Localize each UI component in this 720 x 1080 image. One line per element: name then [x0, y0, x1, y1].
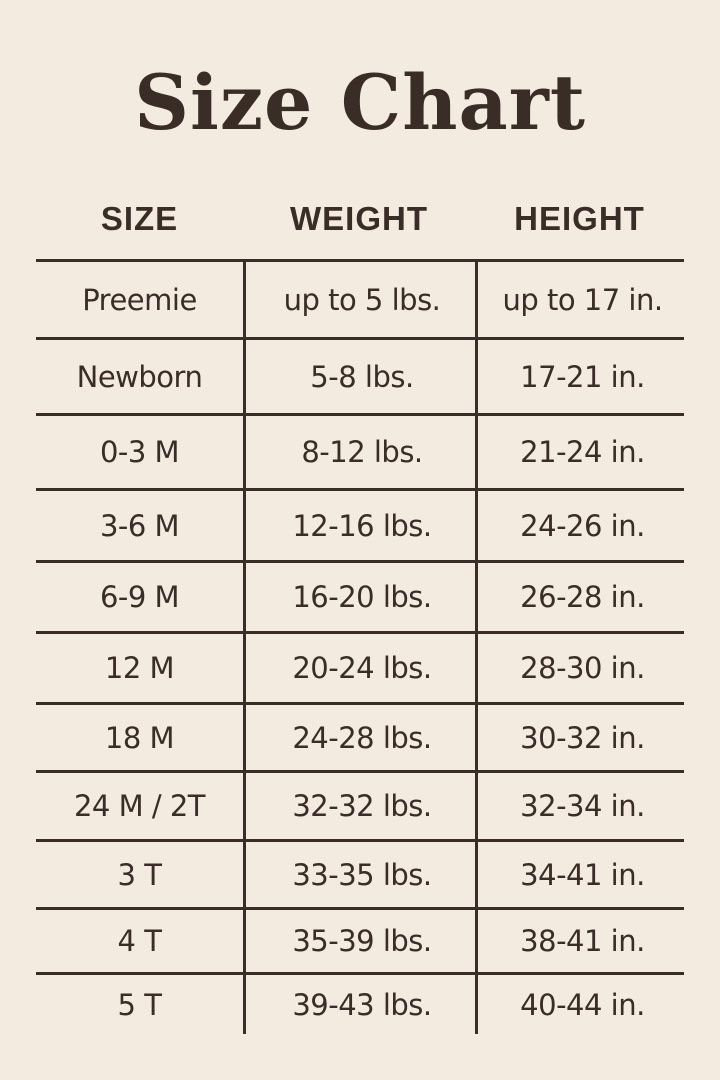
table-row: 3-6 M 12-16 lbs. 24-26 in. — [36, 488, 684, 560]
cell-size: Preemie — [82, 282, 197, 317]
cell-size: Newborn — [76, 359, 203, 394]
cell-height: 38-41 in. — [475, 910, 687, 972]
page-title: Size Chart — [134, 58, 586, 147]
cell-size: 3 T — [117, 857, 162, 892]
table-row: 0-3 M 8-12 lbs. 21-24 in. — [36, 413, 684, 488]
table-row: 6-9 M 16-20 lbs. 26-28 in. — [36, 560, 684, 631]
cell-size: 6-9 M — [99, 580, 180, 614]
cell-height: 32-34 in. — [475, 773, 687, 839]
cell-height: 26-28 in. — [475, 563, 687, 631]
cell-weight: 32-32 lbs. — [243, 773, 478, 839]
cell-height: 30-32 in. — [475, 705, 687, 770]
table-row: 4 T 35-39 lbs. 38-41 in. — [36, 907, 684, 972]
column-header-height: HEIGHT — [514, 200, 645, 237]
cell-size: 18 M — [104, 720, 175, 755]
cell-weight: 5-8 lbs. — [243, 340, 478, 413]
cell-size: 4 T — [117, 924, 162, 958]
cell-height: up to 17 in. — [475, 262, 687, 337]
table-row: 3 T 33-35 lbs. 34-41 in. — [36, 839, 684, 907]
cell-weight: 8-12 lbs. — [243, 416, 478, 488]
cell-weight: 16-20 lbs. — [243, 563, 478, 631]
cell-height: 17-21 in. — [475, 340, 687, 413]
cell-height: 24-26 in. — [475, 491, 687, 560]
cell-height: 40-44 in. — [475, 975, 687, 1034]
table-row: 12 M 20-24 lbs. 28-30 in. — [36, 631, 684, 702]
cell-size: 0-3 M — [99, 435, 180, 469]
cell-weight: 20-24 lbs. — [243, 634, 478, 702]
table-row: 5 T 39-43 lbs. 40-44 in. — [36, 972, 684, 1034]
column-header-size: SIZE — [100, 200, 179, 237]
cell-size: 24 M / 2T — [73, 789, 206, 823]
cell-size: 3-6 M — [99, 508, 180, 543]
cell-weight: 33-35 lbs. — [243, 842, 478, 907]
table-row: Newborn 5-8 lbs. 17-21 in. — [36, 337, 684, 413]
cell-weight: 39-43 lbs. — [243, 975, 478, 1034]
table-row: 18 M 24-28 lbs. 30-32 in. — [36, 702, 684, 770]
table-row: 24 M / 2T 32-32 lbs. 32-34 in. — [36, 770, 684, 839]
column-header-weight: WEIGHT — [290, 200, 428, 237]
cell-height: 21-24 in. — [475, 416, 687, 488]
cell-weight: 12-16 lbs. — [243, 491, 478, 560]
cell-weight: 24-28 lbs. — [243, 705, 478, 770]
cell-size: 5 T — [117, 987, 162, 1022]
table-row: Preemie up to 5 lbs. up to 17 in. — [36, 259, 684, 337]
cell-height: 28-30 in. — [475, 634, 687, 702]
cell-weight: up to 5 lbs. — [243, 262, 478, 337]
cell-height: 34-41 in. — [475, 842, 687, 907]
cell-weight: 35-39 lbs. — [243, 910, 478, 972]
cell-size: 12 M — [104, 651, 175, 685]
